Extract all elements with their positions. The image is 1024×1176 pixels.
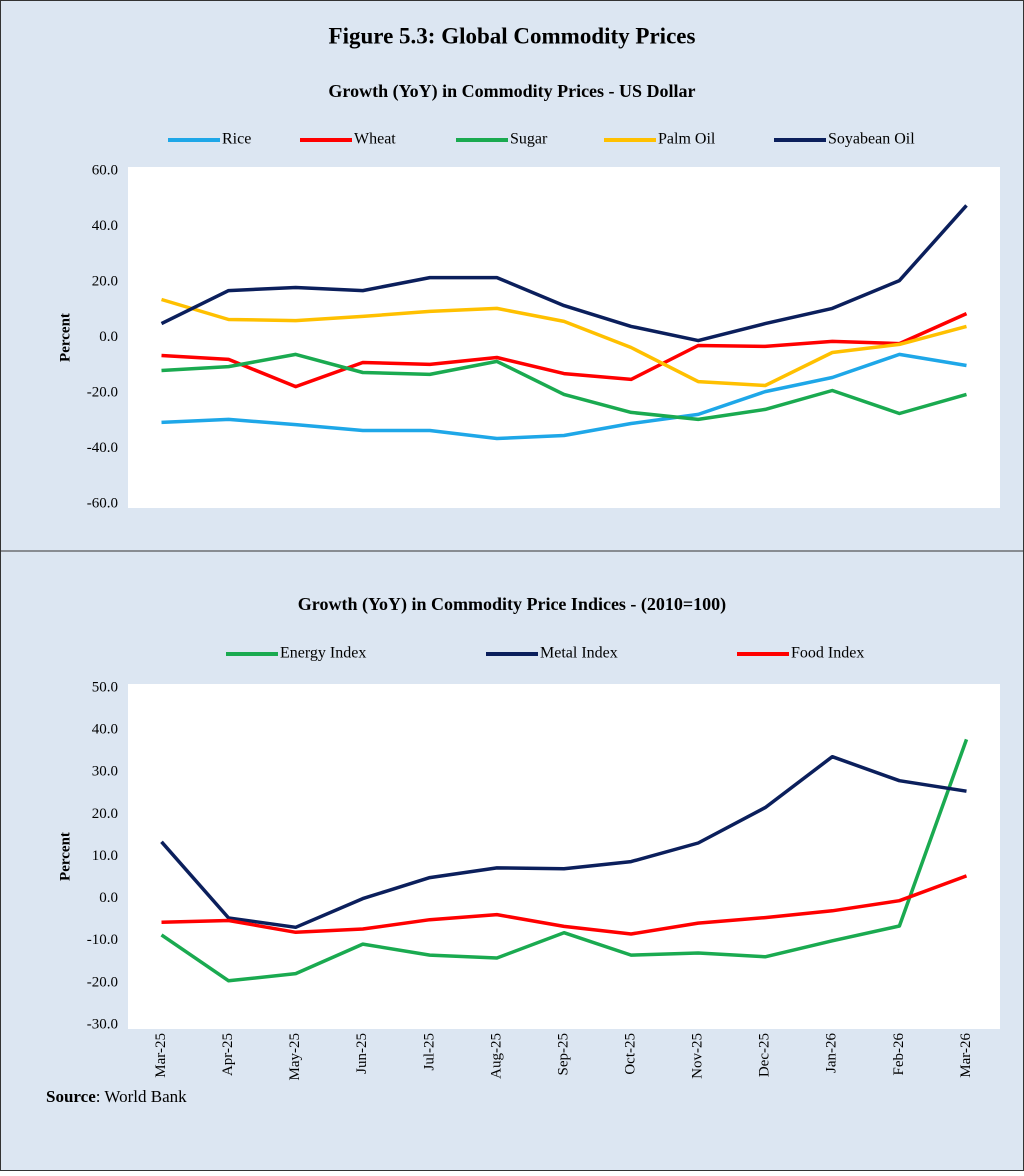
source-text: : World Bank (96, 1087, 187, 1106)
y-tick-label: 30.0 (92, 764, 118, 780)
plot-area (128, 167, 1000, 508)
x-tick-label: Feb-26 (891, 1033, 907, 1076)
source-label: Source (46, 1087, 96, 1106)
series-line (160, 754, 967, 930)
legend-label: Soyabean Oil (828, 131, 915, 148)
x-tick-label: Jul-25 (421, 1033, 437, 1071)
legend-label: Palm Oil (658, 131, 716, 148)
y-axis-label: Percent (57, 313, 73, 362)
y-tick-label: -60.0 (87, 495, 118, 511)
x-tick-label: Jan-26 (824, 1033, 840, 1073)
x-tick-label: Oct-25 (623, 1033, 639, 1075)
chart-title: Growth (YoY) in Commodity Prices - US Do… (328, 81, 695, 102)
y-tick-label: -40.0 (87, 440, 118, 456)
y-tick-label: -20.0 (87, 384, 118, 400)
x-tick-label: Jun-25 (354, 1033, 370, 1074)
x-tick-label: May-25 (287, 1033, 303, 1081)
x-tick-label: Mar-26 (958, 1033, 974, 1078)
x-tick-label: Nov-25 (690, 1033, 706, 1079)
x-tick-label: Mar-25 (153, 1033, 169, 1078)
legend-label: Metal Index (540, 645, 618, 662)
x-tick-label: Apr-25 (220, 1033, 236, 1076)
x-tick-label: Aug-25 (488, 1033, 504, 1079)
y-tick-label: -10.0 (87, 932, 118, 948)
y-tick-label: 0.0 (99, 890, 118, 906)
y-tick-label: 10.0 (92, 848, 118, 864)
y-tick-label: 40.0 (92, 722, 118, 738)
y-axis-label: Percent (57, 832, 73, 881)
series-line (161, 312, 968, 389)
series-line (160, 204, 968, 343)
y-tick-label: -20.0 (87, 974, 118, 990)
source-note: Source: World Bank (46, 1087, 187, 1106)
y-tick-label: 60.0 (92, 162, 118, 178)
y-tick-label: 0.0 (99, 329, 118, 345)
y-tick-label: 40.0 (92, 218, 118, 234)
legend-label: Wheat (354, 131, 396, 148)
y-tick-label: 20.0 (92, 273, 118, 289)
series-line (161, 352, 967, 441)
series-line (161, 297, 967, 388)
x-tick-label: Sep-25 (555, 1033, 571, 1076)
legend-label: Sugar (510, 131, 548, 148)
series-line (160, 738, 969, 983)
y-tick-label: -30.0 (87, 1016, 118, 1032)
legend-label: Food Index (791, 645, 864, 662)
chart-title: Growth (YoY) in Commodity Price Indices … (298, 594, 726, 615)
legend-label: Rice (222, 131, 251, 148)
y-tick-label: 20.0 (92, 806, 118, 822)
series-line (161, 352, 967, 422)
plot-area (128, 684, 1000, 1029)
x-tick-label: Dec-25 (757, 1033, 773, 1077)
figure-title: Figure 5.3: Global Commodity Prices (329, 23, 696, 48)
series-line (161, 874, 968, 936)
legend-label: Energy Index (280, 645, 366, 662)
y-tick-label: 50.0 (92, 679, 118, 695)
